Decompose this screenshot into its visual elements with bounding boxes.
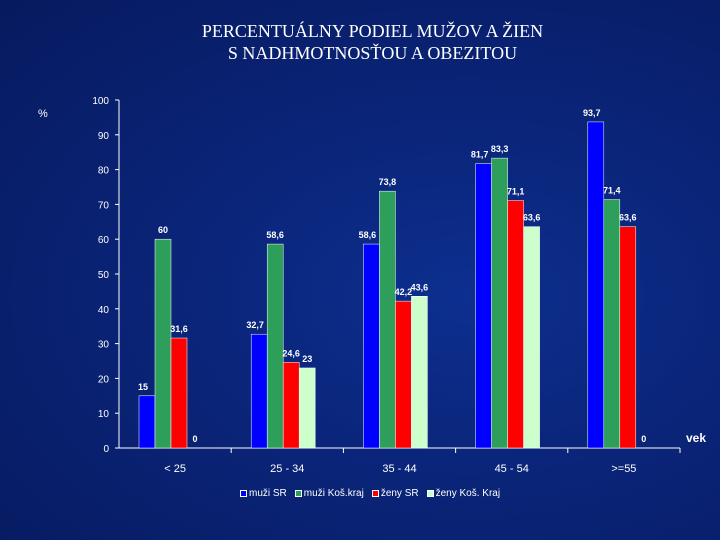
x-tick-label: 35 - 44 — [382, 463, 416, 475]
bar — [298, 367, 316, 449]
bar — [475, 163, 492, 449]
bar — [154, 238, 172, 449]
legend-swatch — [426, 490, 434, 497]
y-tick-label: 60 — [98, 235, 110, 246]
data-label: 60 — [158, 225, 168, 235]
x-tick-label: < 25 — [164, 463, 186, 475]
y-tick-label: 100 — [92, 96, 109, 107]
bar — [587, 121, 605, 449]
data-label: 31,6 — [170, 324, 188, 334]
bar — [523, 226, 540, 449]
title-line-2: S NADHMOTNOSŤOU A OBEZITOU — [227, 43, 518, 63]
legend-label: muži Koš.kraj — [303, 488, 364, 499]
y-tick-label: 50 — [98, 270, 110, 281]
data-label: 71,4 — [603, 186, 621, 196]
y-tick-label: 80 — [98, 166, 110, 177]
bar — [507, 200, 524, 449]
legend-swatch — [371, 490, 379, 497]
y-tick-label: 30 — [98, 340, 110, 351]
legend-entry: ženy SR — [371, 488, 419, 499]
legend-label: muži SR — [249, 488, 287, 499]
data-label: 71,1 — [507, 187, 525, 197]
y-tick-label: 10 — [98, 409, 110, 420]
data-label: 81,7 — [471, 150, 489, 160]
bar — [411, 296, 428, 449]
data-label: 24,6 — [282, 348, 300, 358]
bar — [170, 337, 188, 449]
data-label: 42,2 — [395, 287, 413, 297]
x-axis-label: vek — [686, 431, 706, 445]
chart-legend: muži SR muži Koš.kraj ženy SR ženy Koš. Kra… — [240, 488, 500, 499]
legend-entry: muži SR — [240, 488, 287, 499]
legend-entry: muži Koš.kraj — [294, 488, 364, 499]
data-label: 63,6 — [619, 213, 637, 223]
data-label: 15 — [138, 382, 148, 392]
data-label: 93,7 — [583, 108, 601, 118]
bar — [138, 395, 156, 449]
y-tick-label: 40 — [98, 305, 110, 316]
bar — [491, 157, 508, 449]
bar — [603, 199, 621, 449]
y-tick-label: 0 — [103, 444, 109, 455]
bar — [395, 300, 412, 449]
data-label: 32,7 — [246, 320, 264, 330]
bar — [282, 362, 300, 449]
data-label: 23 — [302, 354, 312, 364]
x-tick-label: 25 - 34 — [270, 463, 304, 475]
data-label: 83,3 — [491, 144, 509, 154]
data-label: 63,6 — [523, 213, 541, 223]
slide-title: PERCENTUÁLNY PODIEL MUŽOV A ŽIEN S NADHM… — [0, 20, 720, 64]
bar — [250, 333, 268, 449]
bar — [379, 190, 396, 449]
y-tick-label: 70 — [98, 200, 110, 211]
legend-label: ženy SR — [380, 488, 419, 499]
x-tick-label: >=55 — [611, 463, 636, 475]
bar — [266, 243, 284, 449]
data-label: 0 — [192, 434, 197, 444]
bar — [619, 226, 637, 449]
legend-swatch — [240, 490, 247, 497]
data-label: 73,8 — [379, 177, 397, 187]
title-line-1: PERCENTUÁLNY PODIEL MUŽOV A ŽIEN — [201, 21, 544, 41]
y-tick-label: 90 — [98, 131, 110, 142]
legend-swatch — [294, 490, 302, 497]
data-label: 58,6 — [266, 230, 284, 240]
data-label: 43,6 — [411, 282, 429, 292]
data-label: 0 — [641, 434, 646, 444]
y-axis-label: % — [38, 108, 48, 120]
legend-label: ženy Koš. Kraj — [435, 488, 501, 499]
bar — [363, 243, 380, 449]
legend-entry: ženy Koš. Kraj — [426, 488, 501, 499]
y-tick-label: 20 — [98, 374, 110, 385]
x-tick-label: 45 - 54 — [495, 463, 529, 475]
data-label: 58,6 — [359, 230, 377, 240]
